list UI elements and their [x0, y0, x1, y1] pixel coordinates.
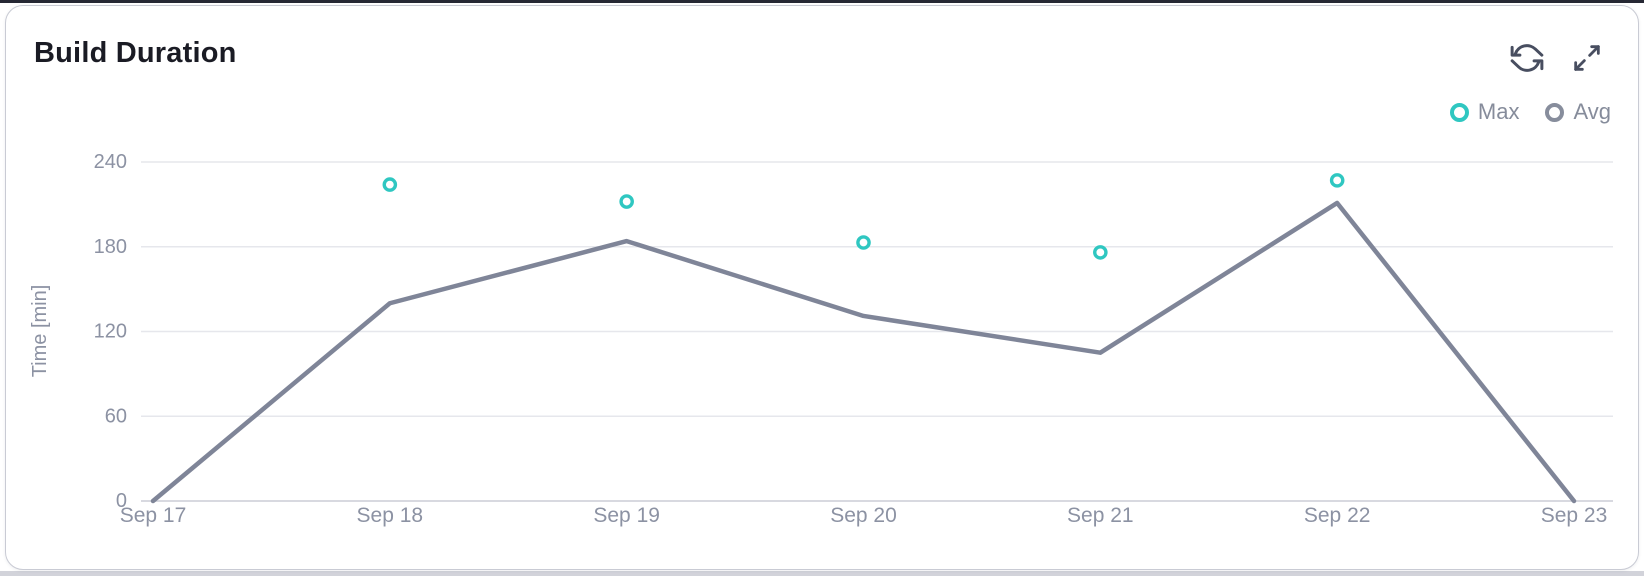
legend-label: Avg	[1573, 99, 1611, 124]
y-tick-label: 180	[94, 236, 127, 258]
max-point[interactable]	[856, 235, 871, 250]
top-edge-strip	[0, 0, 1644, 3]
x-tick-label: Sep 23	[1541, 504, 1608, 527]
y-tick-label: 120	[94, 321, 127, 343]
expand-button[interactable]	[1568, 38, 1606, 78]
build-duration-card: Build Duration Max Avg 0 60 120 180 240 Sep 17…	[5, 5, 1639, 570]
avg-line	[150, 200, 1577, 504]
legend-item-max[interactable]: Max	[1449, 99, 1520, 125]
max-point[interactable]	[619, 194, 634, 209]
max-point[interactable]	[1093, 245, 1108, 260]
max-point[interactable]	[382, 177, 398, 192]
avg-legend-marker	[1545, 102, 1565, 122]
x-tick-label: Sep 20	[830, 504, 897, 527]
x-tick-label: Sep 18	[357, 504, 424, 527]
y-axis-title: Time [min]	[29, 285, 51, 378]
y-tick-label: 240	[94, 151, 127, 173]
refresh-button[interactable]	[1508, 38, 1546, 78]
x-tick-label: Sep 19	[593, 504, 660, 527]
max-point[interactable]	[1329, 173, 1345, 188]
y-tick-label: 60	[105, 405, 127, 427]
card-title: Build Duration	[34, 37, 237, 69]
legend-label: Max	[1477, 99, 1520, 124]
y-tick-label: 0	[116, 490, 127, 512]
expand-icon	[1574, 45, 1600, 71]
legend-item-avg[interactable]: Avg	[1545, 99, 1611, 125]
chart-legend: Max Avg	[1449, 99, 1611, 125]
x-tick-label: Sep 21	[1067, 504, 1134, 527]
x-tick-label: Sep 22	[1304, 504, 1371, 527]
build-duration-chart[interactable]: 0 60 120 180 240 Sep 17 Sep 18 Sep 19 Sep 20 Sep …	[20, 131, 1624, 543]
page-background-strip	[0, 571, 1644, 576]
card-actions	[1508, 38, 1606, 78]
max-legend-marker	[1449, 102, 1469, 122]
x-tick-label: Sep 17	[120, 504, 187, 527]
refresh-icon	[1510, 44, 1544, 72]
